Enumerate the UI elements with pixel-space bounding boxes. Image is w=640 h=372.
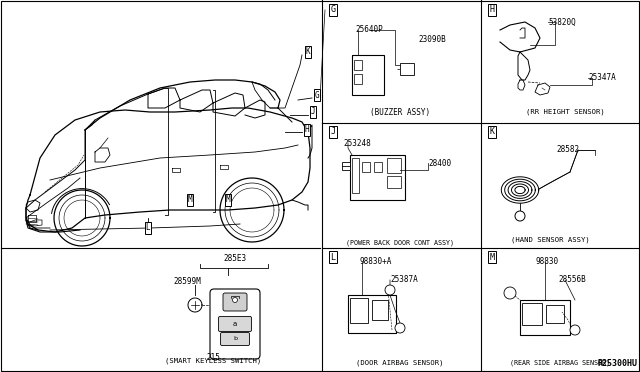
Circle shape <box>515 211 525 221</box>
Circle shape <box>385 285 395 295</box>
Text: a: a <box>233 321 237 327</box>
Text: (SMART KEYLESS SWITCH): (SMART KEYLESS SWITCH) <box>165 357 261 364</box>
Text: J: J <box>310 108 316 116</box>
Bar <box>354 74 362 84</box>
Text: M: M <box>226 196 230 205</box>
Bar <box>348 295 396 333</box>
Bar <box>387 158 401 173</box>
Text: 98830+A: 98830+A <box>360 257 392 266</box>
Circle shape <box>395 323 405 333</box>
Text: R25300HU: R25300HU <box>597 359 637 368</box>
Bar <box>387 176 401 188</box>
Text: 28556B: 28556B <box>558 276 586 285</box>
Text: (REAR SIDE AIRBAG SENSOR): (REAR SIDE AIRBAG SENSOR) <box>510 360 610 366</box>
Bar <box>354 60 362 70</box>
Text: (DOOR AIRBAG SENSOR): (DOOR AIRBAG SENSOR) <box>356 360 444 366</box>
Text: 25387A: 25387A <box>390 276 418 285</box>
Text: M: M <box>490 253 495 262</box>
Bar <box>400 63 414 75</box>
Text: 28400: 28400 <box>428 158 451 167</box>
Text: (RR HEIGHT SENSOR): (RR HEIGHT SENSOR) <box>525 109 604 115</box>
Text: G: G <box>330 6 335 15</box>
Text: H: H <box>490 6 495 15</box>
FancyBboxPatch shape <box>218 317 252 331</box>
Text: L: L <box>146 224 150 232</box>
Bar <box>362 162 370 172</box>
Text: 285E3: 285E3 <box>223 254 246 263</box>
Text: 28582: 28582 <box>556 145 579 154</box>
Circle shape <box>570 325 580 335</box>
Text: (POWER BACK DOOR CONT ASSY): (POWER BACK DOOR CONT ASSY) <box>346 240 454 246</box>
Text: 253248: 253248 <box>343 138 371 148</box>
Text: J: J <box>330 128 335 137</box>
Bar <box>352 158 359 193</box>
Text: (BUZZER ASSY): (BUZZER ASSY) <box>370 108 430 116</box>
Text: b: b <box>233 337 237 341</box>
Text: 98830: 98830 <box>535 257 558 266</box>
Bar <box>350 298 368 323</box>
Text: G: G <box>315 90 319 99</box>
Bar <box>350 155 405 200</box>
Bar <box>372 300 388 320</box>
Text: L: L <box>330 253 335 262</box>
Text: 28599M: 28599M <box>173 277 201 286</box>
Text: 23090B: 23090B <box>418 35 445 45</box>
Text: (HAND SENSOR ASSY): (HAND SENSOR ASSY) <box>511 237 589 243</box>
Bar <box>352 55 384 95</box>
FancyBboxPatch shape <box>210 289 260 359</box>
Text: 215: 215 <box>206 353 220 362</box>
Bar <box>342 162 350 170</box>
Text: K: K <box>306 48 310 57</box>
Circle shape <box>232 298 237 302</box>
Text: K: K <box>490 128 495 137</box>
Text: M: M <box>188 196 192 205</box>
Text: H: H <box>305 125 309 135</box>
Bar <box>522 303 542 325</box>
FancyBboxPatch shape <box>223 293 247 311</box>
Bar <box>374 162 382 172</box>
Bar <box>520 300 570 335</box>
FancyBboxPatch shape <box>221 333 250 346</box>
Text: 53820Q: 53820Q <box>548 17 576 26</box>
Circle shape <box>504 287 516 299</box>
Text: 25640P: 25640P <box>355 26 383 35</box>
Text: 25347A: 25347A <box>588 74 616 83</box>
Bar <box>546 305 564 323</box>
